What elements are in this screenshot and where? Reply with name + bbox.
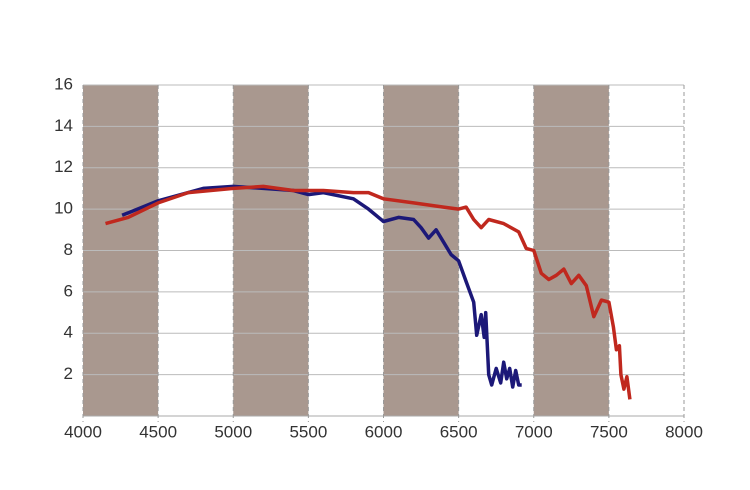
x-tick-label: 4000 — [64, 422, 102, 441]
y-tick-label: 4 — [64, 323, 73, 342]
x-tick-label: 6000 — [365, 422, 403, 441]
y-tick-label: 2 — [64, 364, 73, 383]
y-tick-label: 16 — [54, 74, 73, 93]
y-tick-label: 14 — [54, 116, 73, 135]
x-tick-label: 5500 — [289, 422, 327, 441]
x-tick-label: 7500 — [590, 422, 628, 441]
x-tick-label: 4500 — [139, 422, 177, 441]
line-series — [121, 184, 522, 389]
line-series — [105, 184, 632, 400]
y-tick-label: 12 — [54, 157, 73, 176]
y-tick-label: 6 — [64, 281, 73, 300]
x-tick-label: 7000 — [515, 422, 553, 441]
x-tick-label: 8000 — [665, 422, 703, 441]
x-tick-label: 6500 — [440, 422, 478, 441]
y-tick-label: 8 — [64, 240, 73, 259]
x-tick-label: 5000 — [214, 422, 252, 441]
y-tick-label: 10 — [54, 199, 73, 218]
